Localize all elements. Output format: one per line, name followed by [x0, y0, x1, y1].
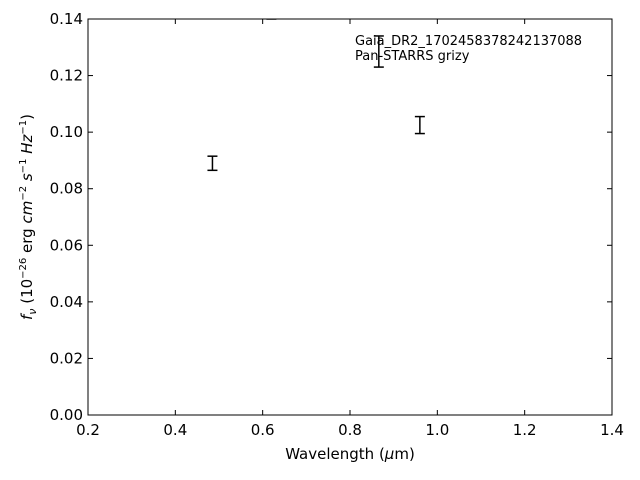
data-points: [207, 19, 425, 172]
x-tick-label: 0.2: [76, 421, 100, 439]
y-tick-label: 0.14: [50, 10, 83, 28]
errorbar-point: [266, 19, 277, 20]
y-tick-label: 0.02: [50, 349, 83, 367]
x-tick-label: 1.2: [513, 421, 537, 439]
x-tick-label: 0.8: [338, 421, 362, 439]
y-tick-label: 0.08: [50, 180, 83, 198]
y-tick-label: 0.04: [50, 293, 83, 311]
x-axis-label: Wavelength (μm): [285, 445, 415, 463]
annotation-survey: Pan-STARRS grizy: [355, 49, 470, 64]
y-tick-label: 0.06: [50, 236, 83, 254]
plot-frame: [87, 18, 613, 416]
y-tick-label: 0.00: [50, 406, 83, 424]
y-tick-label: 0.12: [50, 67, 83, 85]
x-tick-label: 1.4: [600, 421, 624, 439]
x-tick-label: 0.6: [251, 421, 275, 439]
x-tick-label: 0.4: [163, 421, 187, 439]
errorbar-point: [414, 115, 425, 135]
errorbar-point: [373, 35, 384, 68]
errorbar-point: [207, 155, 218, 172]
x-tick-label: 1.0: [425, 421, 449, 439]
annotation-source-id: Gaia_DR2_1702458378242137088: [355, 34, 582, 49]
y-tick-label: 0.10: [50, 123, 83, 141]
tick-group: 0.2 0.4 0.6 0.8 1.0 1.2 1.4 0.00 0.02 0.04 0.06 0.0…: [50, 10, 624, 439]
svg-text:fν (10−26 erg cm−2 s−1 Hz−1): fν (10−26 erg cm−2 s−1 Hz−1): [18, 114, 39, 320]
y-axis-label: fν (10−26 erg cm−2 s−1 Hz−1): [18, 114, 39, 320]
